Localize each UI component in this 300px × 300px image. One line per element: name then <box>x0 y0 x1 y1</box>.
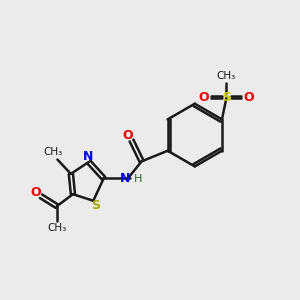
Text: O: O <box>244 92 254 104</box>
Text: O: O <box>199 92 209 104</box>
Text: N: N <box>82 150 93 164</box>
Text: H: H <box>134 174 142 184</box>
Text: CH₃: CH₃ <box>43 147 63 157</box>
Text: S: S <box>91 199 100 212</box>
Text: O: O <box>123 129 133 142</box>
Text: S: S <box>222 92 231 104</box>
Text: CH₃: CH₃ <box>217 71 236 81</box>
Text: CH₃: CH₃ <box>47 223 67 232</box>
Text: O: O <box>30 186 41 199</box>
Text: N: N <box>120 172 131 185</box>
